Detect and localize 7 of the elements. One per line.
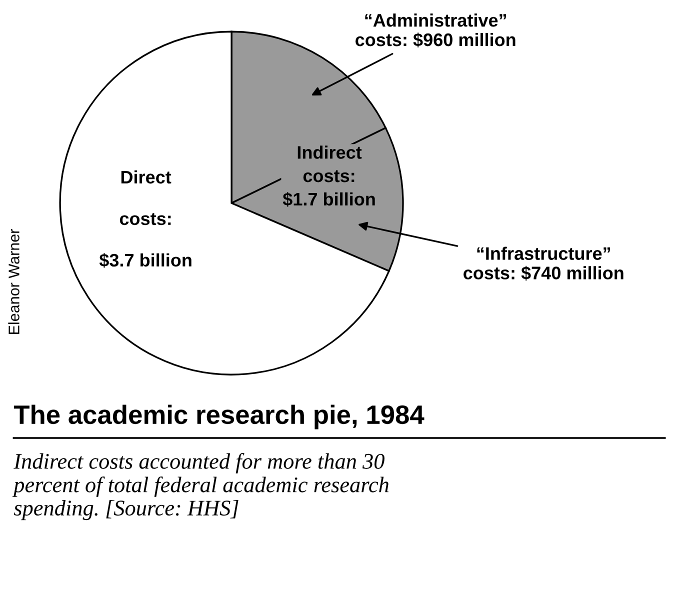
text: Eleanor Warner (8, 229, 20, 334)
text: Indirect costs accounted for more than 30 percent of total federal academic research spending. [Source: HHS] (12, 453, 389, 520)
slice-label: “Administrative” costs: $960 million (356, 13, 516, 48)
text: The academic research pie, 1984 (14, 404, 424, 430)
text: Indirect costs: $1.7 billion (282, 146, 375, 207)
slice-label: “Infrastructure” costs: $740 million (464, 246, 624, 281)
category-label: Direct costs: $3.7 billion (99, 170, 192, 268)
